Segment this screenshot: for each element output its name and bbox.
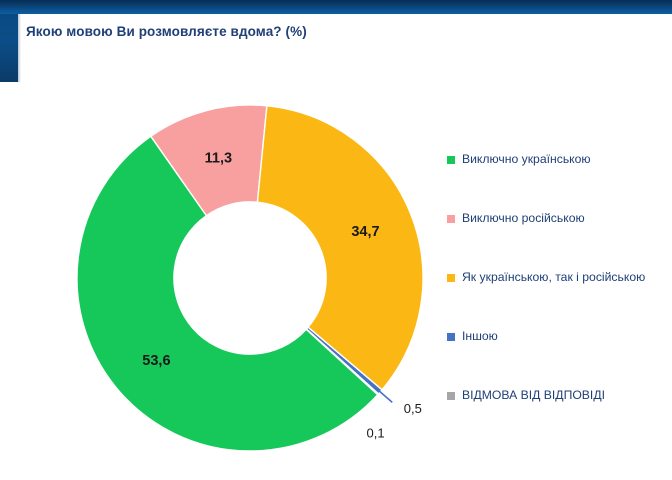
legend-item-other[interactable]: Іншою: [447, 329, 672, 388]
page-title: Якою мовою Ви розмовляєте вдома? (%): [26, 24, 307, 39]
slice-value-label: 0,5: [404, 401, 422, 416]
legend-color-swatch-icon: [447, 215, 455, 223]
legend-item-exclusively-russian[interactable]: Виключно російською: [447, 211, 672, 270]
legend-color-swatch-icon: [447, 274, 455, 282]
donut-slices: [76, 104, 424, 452]
slice-value-label: 34,7: [351, 224, 379, 240]
donut-chart: 53,6 11,3 34,7 0,5 0,1: [62, 95, 437, 470]
title-area: Якою мовою Ви розмовляєте вдома? (%): [26, 24, 586, 39]
legend-item-label: Виключно українською: [462, 152, 591, 166]
legend-item-exclusively-ukrainian[interactable]: Виключно українською: [447, 152, 672, 211]
slice-value-labels: 53,6 11,3 34,7 0,5 0,1: [142, 151, 422, 441]
slice-value-label: 53,6: [142, 353, 170, 369]
legend-item-label: ВІДМОВА ВІД ВІДПОВІДІ: [462, 388, 605, 402]
leader-lines: [375, 387, 393, 404]
legend-item-label: Як українською, так і російською: [462, 270, 646, 284]
legend-item-refused[interactable]: ВІДМОВА ВІД ВІДПОВІДІ: [447, 388, 672, 447]
legend: Виключно українською Виключно російською…: [447, 152, 672, 447]
legend-item-label: Виключно російською: [462, 211, 585, 225]
donut-slice[interactable]: [256, 105, 424, 391]
legend-item-both-languages[interactable]: Як українською, так і російською: [447, 270, 672, 329]
legend-color-swatch-icon: [447, 156, 455, 164]
donut-chart-svg: 53,6 11,3 34,7 0,5 0,1: [76, 104, 424, 452]
legend-item-label: Іншою: [462, 329, 498, 343]
legend-color-swatch-icon: [447, 333, 455, 341]
slice-value-label: 11,3: [205, 151, 232, 167]
leader-line: [375, 387, 393, 404]
legend-color-swatch-icon: [447, 392, 455, 400]
left-decoration-block: [0, 14, 18, 82]
left-decoration-shadow: [18, 14, 21, 82]
top-decoration-bar: [0, 0, 672, 14]
slice-value-label: 0,1: [367, 426, 385, 441]
donut-slice[interactable]: [76, 135, 379, 452]
